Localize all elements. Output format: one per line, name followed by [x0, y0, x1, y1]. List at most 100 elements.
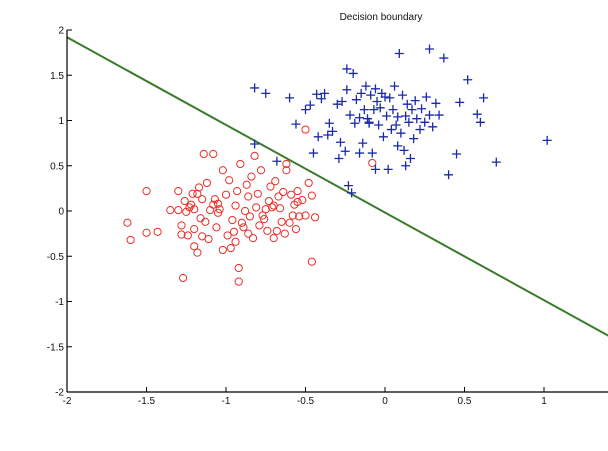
circle-point	[368, 158, 377, 168]
circle-point	[301, 211, 310, 220]
plus-point	[328, 126, 338, 136]
plus-point	[370, 84, 380, 94]
circle-point	[196, 214, 205, 223]
plus-point	[372, 96, 382, 106]
plus-point	[417, 104, 427, 114]
y-tick-label: 1	[58, 116, 64, 127]
circle-point	[190, 205, 199, 214]
y-tick-label: 2	[58, 26, 64, 37]
circle-point	[178, 273, 188, 283]
plus-point	[345, 110, 355, 120]
plus-point	[272, 156, 282, 166]
circle-point	[280, 229, 289, 238]
circle-point	[239, 223, 248, 232]
circle-point	[269, 234, 278, 243]
circle-point	[231, 237, 240, 246]
circle-point	[233, 186, 242, 196]
circle-point	[142, 228, 151, 237]
plot-area	[66, 36, 608, 337]
plus-point	[491, 157, 501, 167]
plus-point	[335, 137, 345, 147]
plus-point	[378, 132, 388, 142]
circle-point	[266, 182, 275, 191]
plus-point	[334, 154, 344, 164]
plus-point	[342, 64, 352, 74]
plus-point	[351, 95, 361, 105]
plus-point	[393, 112, 403, 122]
y-tick-label: -0.5	[47, 252, 65, 263]
circle-point	[282, 166, 291, 175]
circle-point	[304, 178, 313, 188]
plus-point	[412, 114, 422, 124]
y-tick-label: 0	[58, 207, 64, 218]
plus-point	[390, 81, 400, 91]
plus-point	[452, 149, 462, 159]
circle-point	[293, 197, 302, 207]
plus-point	[313, 132, 323, 142]
decision-boundary-line	[66, 36, 608, 337]
plus-point	[320, 88, 330, 98]
plus-point	[355, 113, 365, 123]
circle-point	[188, 189, 197, 198]
circle-point	[295, 212, 304, 221]
plus-point	[396, 128, 406, 138]
x-tick-label: -0.5	[297, 396, 315, 407]
plus-point	[375, 103, 385, 113]
circle-point	[193, 248, 202, 257]
plus-point	[455, 97, 465, 107]
circle-point	[307, 191, 316, 200]
plus-point	[369, 105, 379, 115]
plus-point	[358, 138, 368, 148]
plus-point	[250, 139, 260, 149]
circle-point	[268, 203, 277, 212]
plus-point	[308, 148, 318, 158]
circle-point	[223, 231, 232, 240]
chart-title: Decision boundary	[340, 12, 423, 23]
circle-point	[209, 149, 218, 159]
circle-point	[293, 186, 302, 196]
plus-point	[472, 109, 482, 119]
plus-point	[366, 90, 376, 100]
plus-point	[428, 122, 438, 132]
y-tick-label: -1.5	[47, 342, 65, 353]
circle-point	[237, 218, 246, 227]
plus-point	[425, 110, 435, 120]
plus-point	[405, 154, 415, 164]
plus-point	[323, 130, 333, 140]
circle-point	[198, 195, 207, 204]
plus-point	[431, 98, 441, 108]
circle-point	[298, 196, 307, 205]
plus-point	[410, 96, 420, 106]
x-tick-label: -1	[222, 396, 231, 407]
plus-point	[250, 83, 260, 93]
circle-point	[228, 215, 237, 225]
plus-point	[397, 90, 407, 100]
plus-point	[374, 120, 384, 130]
circle-point	[153, 227, 162, 236]
circle-point	[201, 217, 210, 226]
y-tick-label: -2	[55, 388, 64, 399]
plus-point	[337, 96, 347, 106]
circle-point	[307, 257, 316, 266]
circle-point	[225, 176, 234, 185]
circle-point	[229, 227, 239, 236]
plus-point	[399, 145, 409, 155]
plus-point	[542, 135, 552, 145]
circle-point	[212, 223, 221, 232]
circle-point	[198, 232, 207, 241]
plus-point	[291, 119, 301, 129]
circle-point	[244, 229, 253, 238]
plus-point	[475, 117, 485, 127]
circle-point	[285, 218, 294, 227]
plus-point	[312, 89, 322, 99]
circle-point	[234, 277, 243, 286]
plus-point	[364, 117, 374, 127]
circle-point	[258, 211, 267, 220]
plus-point	[434, 110, 444, 120]
plus-point	[361, 81, 371, 91]
circle-point	[256, 166, 266, 175]
circle-point	[269, 201, 278, 210]
y-tick-label: 1.5	[50, 71, 64, 82]
x-tick-label: 1	[541, 396, 547, 407]
